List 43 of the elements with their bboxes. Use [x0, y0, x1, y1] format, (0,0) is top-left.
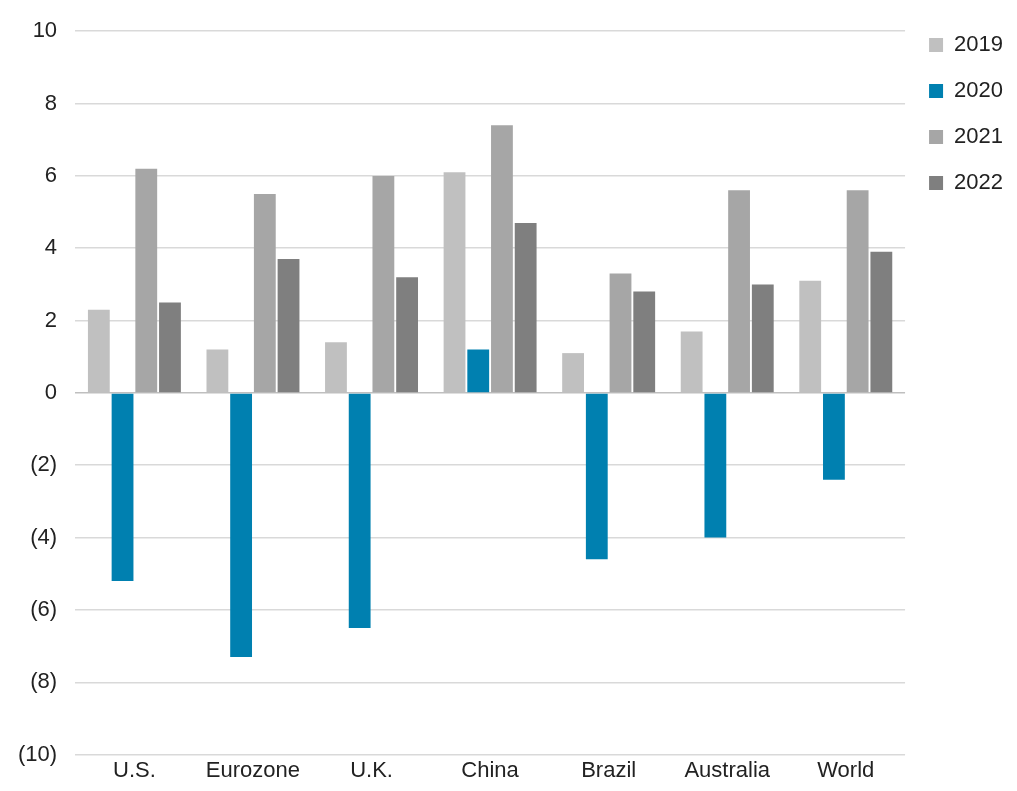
- x-tick-label: World: [817, 756, 875, 782]
- x-tick-label: China: [461, 756, 520, 782]
- y-tick-label: 2: [44, 306, 58, 332]
- bar: [514, 222, 537, 393]
- bar: [585, 393, 608, 560]
- y-tick-label: (10): [18, 740, 58, 766]
- bar: [372, 175, 395, 393]
- bar: [704, 393, 727, 538]
- x-tick-label: U.K.: [350, 756, 393, 782]
- bar: [348, 393, 371, 629]
- bar: [135, 168, 158, 393]
- bar: [633, 291, 656, 393]
- bar: [870, 251, 893, 393]
- bar: [230, 393, 253, 657]
- y-tick-label: (4): [30, 523, 58, 549]
- bar: [111, 393, 134, 581]
- bar: [728, 190, 750, 393]
- y-tick-label: (6): [30, 595, 58, 621]
- y-tick-label: 10: [32, 17, 58, 43]
- legend-label: 2020: [954, 77, 1004, 103]
- x-tick-label: Australia: [684, 756, 771, 782]
- y-tick-label: (2): [30, 451, 58, 477]
- x-tick-label: U.S.: [113, 756, 156, 782]
- bar: [491, 125, 513, 393]
- x-tick-label: Brazil: [581, 756, 637, 782]
- bar: [159, 302, 181, 393]
- bar: [467, 349, 490, 393]
- bar: [823, 393, 845, 480]
- y-tick-label: 6: [44, 161, 58, 187]
- bar: [751, 284, 774, 393]
- y-tick-label: 4: [44, 234, 58, 260]
- legend-label: 2022: [954, 169, 1004, 195]
- legend-label: 2021: [954, 123, 1004, 149]
- x-tick-label: Eurozone: [205, 756, 301, 782]
- y-tick-label: 8: [44, 89, 58, 115]
- y-tick-label: (8): [30, 668, 58, 694]
- legend-label: 2019: [954, 31, 1004, 57]
- bar: [396, 277, 419, 393]
- bar: [253, 193, 276, 393]
- bar: [277, 259, 300, 393]
- bar: [609, 273, 632, 393]
- bar: [846, 190, 869, 393]
- y-tick-label: 0: [44, 378, 58, 404]
